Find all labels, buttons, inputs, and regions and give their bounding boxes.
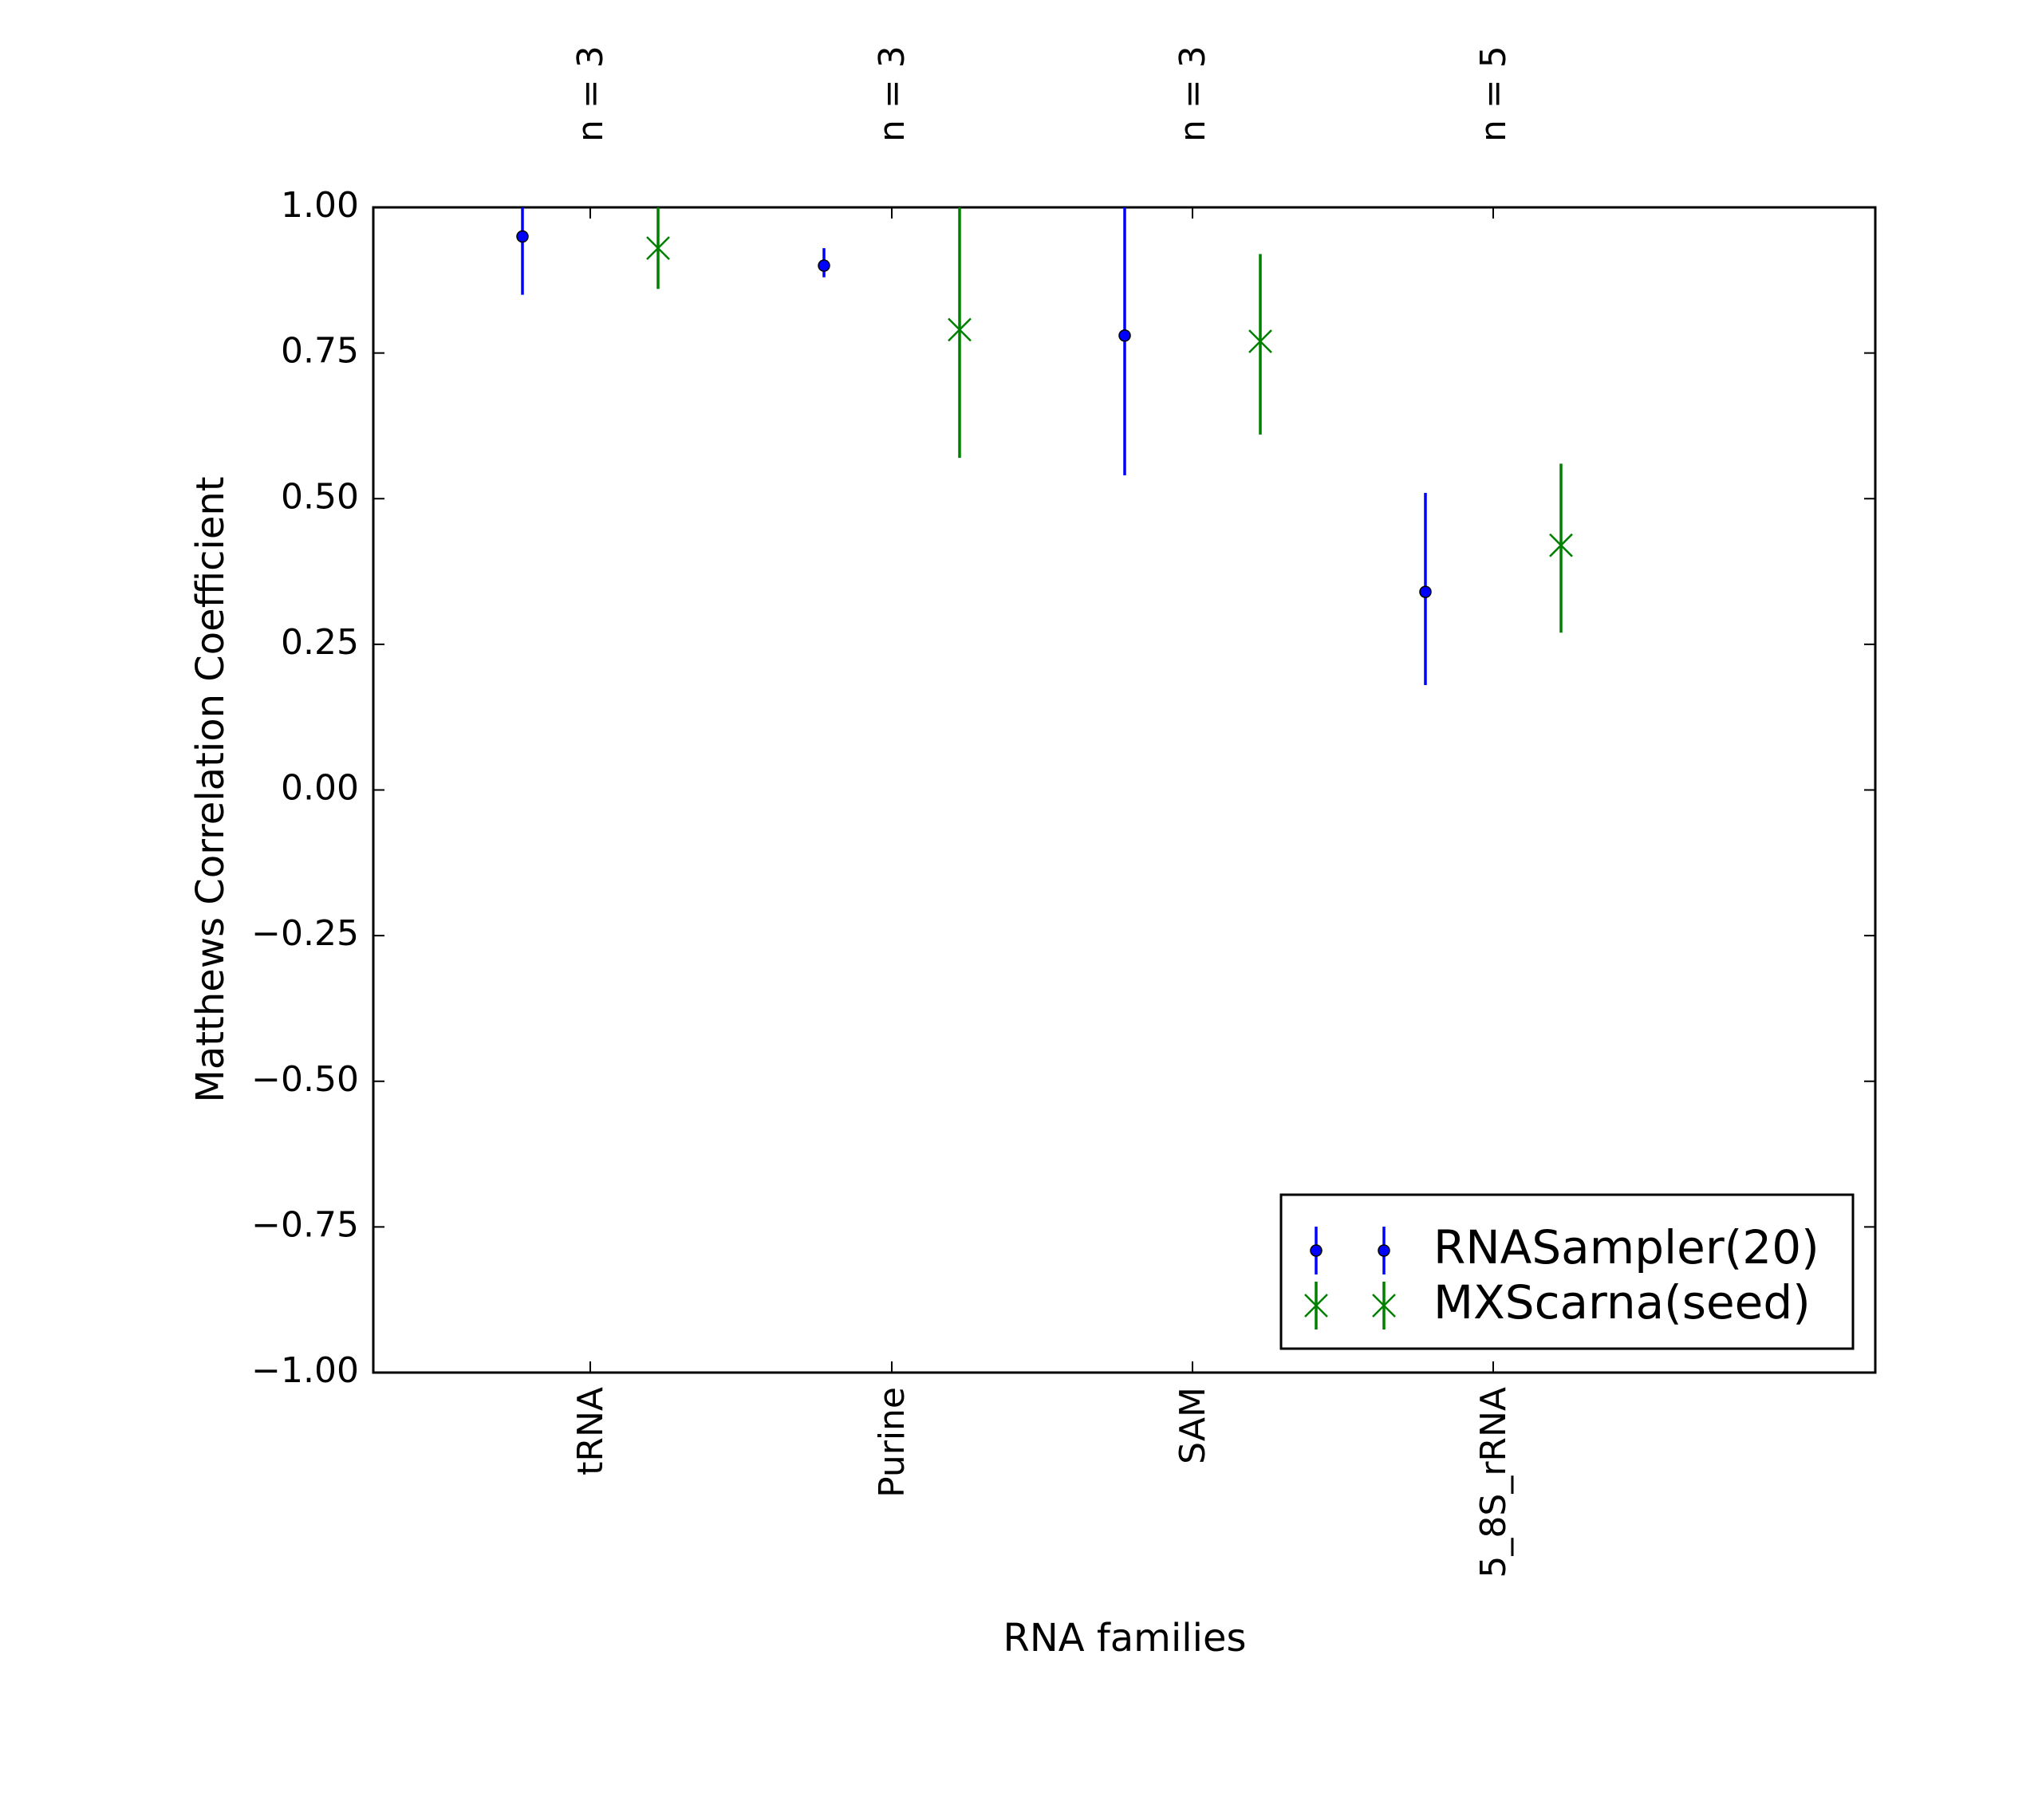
series-0 (516, 207, 1432, 686)
data-point-dot (818, 259, 830, 272)
n-count-label: n = 3 (570, 45, 611, 142)
y-axis: 1.00 0.75 0.50 0.25 0.00 −0.25 −0.50 −0.75 −1.00 (251, 185, 1875, 1391)
y-tick-label: 0.00 (281, 768, 359, 809)
data-point-x-stroke (1304, 1294, 1328, 1318)
n-count-label: n = 3 (872, 45, 913, 142)
y-tick-label: 0.50 (281, 476, 359, 517)
x-axis: tRNA Purine SAM 5_8S_rRNA (570, 207, 1514, 1578)
x-tick-label: tRNA (570, 1387, 611, 1475)
n-count-label: n = 3 (1173, 45, 1213, 142)
n-count-label: n = 5 (1473, 45, 1514, 142)
y-tick-label: 0.25 (281, 622, 359, 663)
x-tick-label: SAM (1173, 1387, 1213, 1464)
data-point-dot (1378, 1244, 1390, 1257)
y-tick-label: 1.00 (281, 185, 359, 226)
data-point-dot (1419, 585, 1432, 598)
y-tick-label: 0.75 (281, 331, 359, 372)
x-tick-label: 5_8S_rRNA (1473, 1387, 1514, 1578)
legend: RNASampler(20) MXScarna(seed) (1279, 1193, 1855, 1350)
data-point-dot (516, 230, 529, 243)
x-axis-label: RNA families (1003, 1616, 1247, 1660)
legend-label-mxscarna: MXScarna(seed) (1433, 1275, 1811, 1330)
x-tick-label: Purine (872, 1387, 913, 1498)
data-point-dot (1310, 1244, 1323, 1257)
n-labels: n = 3 n = 3 n = 3 n = 5 (570, 45, 1514, 142)
data-point-x-stroke (948, 317, 972, 342)
legend-markers (1304, 1227, 1396, 1330)
legend-label-rnasampler: RNASampler(20) (1433, 1220, 1819, 1274)
legend-box (1279, 1193, 1855, 1350)
data-point-x-stroke (1549, 533, 1573, 557)
data-point-x-stroke (1248, 329, 1272, 353)
series-layer (516, 207, 1573, 686)
y-tick-label: −0.50 (251, 1059, 359, 1100)
data-point-dot (1118, 329, 1131, 342)
y-tick-label: −1.00 (251, 1350, 359, 1391)
series-1 (646, 207, 1573, 633)
data-point-x-stroke (1372, 1294, 1396, 1318)
y-tick-label: −0.75 (251, 1204, 359, 1245)
y-tick-label: −0.25 (251, 913, 359, 954)
y-axis-label: Matthews Correlation Coefficient (188, 476, 233, 1102)
data-point-x-stroke (646, 236, 670, 261)
